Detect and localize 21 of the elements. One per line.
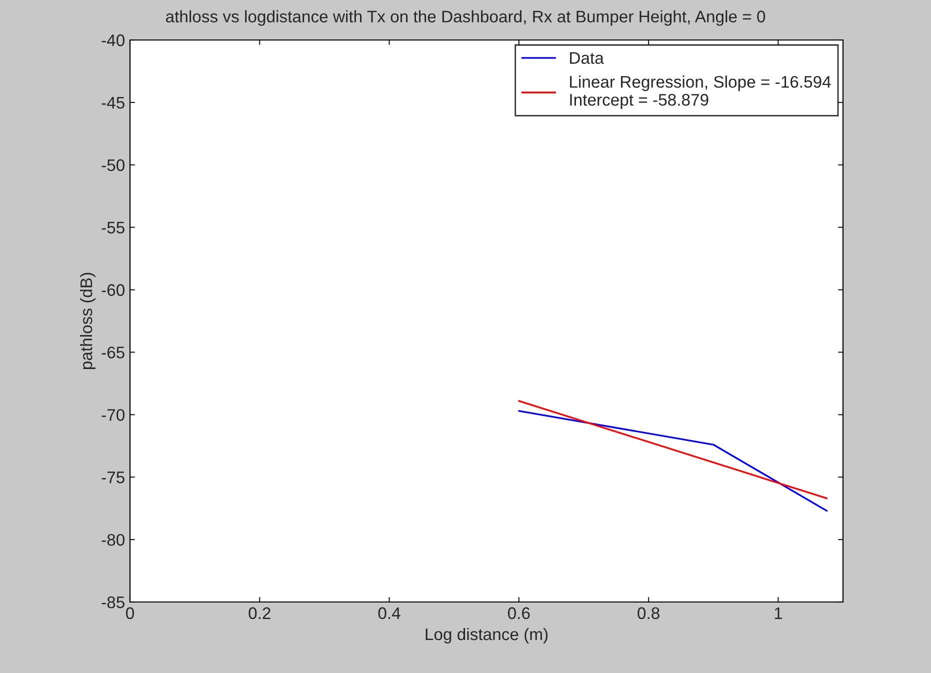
y-tick-label: -50 xyxy=(102,159,124,172)
x-tick-label: 0.6 xyxy=(508,607,530,620)
y-tick-label: -80 xyxy=(102,534,124,546)
y-tick-label: -55 xyxy=(102,222,124,234)
y-tick-label: -60 xyxy=(102,284,124,296)
legend-label: Linear Regression, Slope = -16.594 Intercept = -58.879 xyxy=(570,76,831,110)
y-tick-label: -75 xyxy=(102,472,124,484)
x-tick-label: 1 xyxy=(774,607,782,619)
x-axis-title: Log distance (m) xyxy=(426,628,548,644)
x-tick-label: 0.8 xyxy=(638,607,660,620)
y-tick-label: -40 xyxy=(102,34,124,46)
chart-title: athloss vs logdistance with Tx on the Dashboard, Rx at Bumper Height, Angle = 0 xyxy=(166,10,766,26)
x-tick-label: 0.4 xyxy=(378,607,400,620)
y-axis-title: pathloss (dB) xyxy=(80,272,96,370)
legend-label: Data xyxy=(570,52,604,64)
y-tick-label: -45 xyxy=(102,97,124,109)
y-tick-label: -70 xyxy=(102,409,124,421)
x-tick-label: 0 xyxy=(126,607,134,620)
x-tick-label: 0.2 xyxy=(248,607,270,620)
y-tick-label: -65 xyxy=(102,346,124,358)
y-tick-label: -85 xyxy=(102,596,124,608)
